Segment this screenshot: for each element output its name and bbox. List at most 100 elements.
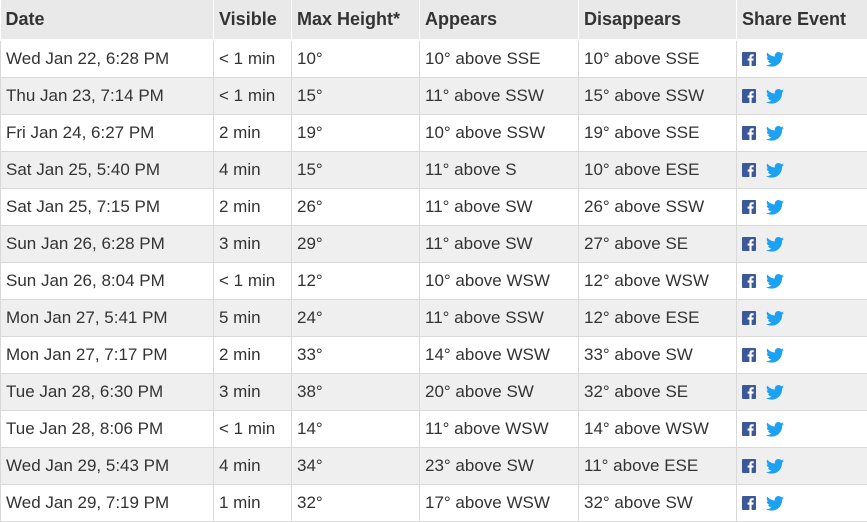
cell-disappears: 11° above ESE: [579, 448, 737, 485]
cell-date: Mon Jan 27, 5:41 PM: [1, 300, 214, 337]
cell-max-height: 15°: [292, 78, 420, 115]
cell-max-height: 15°: [292, 152, 420, 189]
facebook-icon[interactable]: [742, 237, 756, 251]
cell-date: Sat Jan 25, 7:15 PM: [1, 189, 214, 226]
share-icons: [742, 41, 784, 77]
share-icons: [742, 300, 784, 336]
twitter-icon[interactable]: [766, 385, 784, 400]
facebook-icon[interactable]: [742, 422, 756, 436]
cell-max-height: 29°: [292, 226, 420, 263]
header-disappears: Disappears: [579, 0, 737, 40]
cell-disappears: 32° above SE: [579, 374, 737, 411]
facebook-icon[interactable]: [742, 459, 756, 473]
share-icons: [742, 263, 784, 299]
share-icons: [742, 152, 784, 188]
facebook-icon[interactable]: [742, 385, 756, 399]
cell-date: Fri Jan 24, 6:27 PM: [1, 115, 214, 152]
facebook-icon[interactable]: [742, 348, 756, 362]
cell-disappears: 32° above SW: [579, 485, 737, 522]
facebook-icon[interactable]: [742, 163, 756, 177]
cell-share-event: [737, 374, 867, 411]
cell-max-height: 24°: [292, 300, 420, 337]
facebook-icon[interactable]: [742, 274, 756, 288]
facebook-icon[interactable]: [742, 200, 756, 214]
facebook-icon[interactable]: [742, 496, 756, 510]
cell-disappears: 14° above WSW: [579, 411, 737, 448]
share-icons: [742, 374, 784, 410]
twitter-icon[interactable]: [766, 126, 784, 141]
share-icons: [742, 189, 784, 225]
cell-share-event: [737, 189, 867, 226]
cell-visible: < 1 min: [214, 40, 292, 78]
twitter-icon[interactable]: [766, 52, 784, 67]
cell-date: Wed Jan 22, 6:28 PM: [1, 40, 214, 78]
cell-date: Tue Jan 28, 6:30 PM: [1, 374, 214, 411]
cell-share-event: [737, 226, 867, 263]
header-visible: Visible: [214, 0, 292, 40]
cell-appears: 20° above SW: [420, 374, 579, 411]
cell-share-event: [737, 152, 867, 189]
twitter-icon[interactable]: [766, 459, 784, 474]
cell-visible: 4 min: [214, 448, 292, 485]
cell-max-height: 19°: [292, 115, 420, 152]
twitter-icon[interactable]: [766, 311, 784, 326]
cell-share-event: [737, 300, 867, 337]
cell-disappears: 19° above SSE: [579, 115, 737, 152]
cell-disappears: 27° above SE: [579, 226, 737, 263]
facebook-icon[interactable]: [742, 89, 756, 103]
twitter-icon[interactable]: [766, 274, 784, 289]
cell-date: Wed Jan 29, 7:19 PM: [1, 485, 214, 522]
cell-visible: 1 min: [214, 485, 292, 522]
cell-date: Tue Jan 28, 8:06 PM: [1, 411, 214, 448]
share-icons: [742, 78, 784, 114]
share-icons: [742, 226, 784, 262]
cell-date: Mon Jan 27, 7:17 PM: [1, 337, 214, 374]
cell-max-height: 14°: [292, 411, 420, 448]
cell-max-height: 26°: [292, 189, 420, 226]
cell-disappears: 10° above ESE: [579, 152, 737, 189]
cell-max-height: 33°: [292, 337, 420, 374]
twitter-icon[interactable]: [766, 200, 784, 215]
cell-date: Sat Jan 25, 5:40 PM: [1, 152, 214, 189]
cell-appears: 10° above WSW: [420, 263, 579, 300]
cell-date: Sun Jan 26, 6:28 PM: [1, 226, 214, 263]
twitter-icon[interactable]: [766, 422, 784, 437]
cell-visible: 2 min: [214, 115, 292, 152]
twitter-icon[interactable]: [766, 348, 784, 363]
cell-disappears: 10° above SSE: [579, 40, 737, 78]
cell-share-event: [737, 337, 867, 374]
share-icons: [742, 485, 784, 521]
cell-share-event: [737, 448, 867, 485]
cell-appears: 11° above SSW: [420, 78, 579, 115]
cell-share-event: [737, 78, 867, 115]
header-share-event: Share Event: [737, 0, 867, 40]
twitter-icon[interactable]: [766, 89, 784, 104]
header-date: Date: [1, 0, 214, 40]
twitter-icon[interactable]: [766, 163, 784, 178]
cell-appears: 11° above WSW: [420, 411, 579, 448]
cell-visible: 3 min: [214, 374, 292, 411]
facebook-icon[interactable]: [742, 311, 756, 325]
facebook-icon[interactable]: [742, 126, 756, 140]
cell-appears: 17° above WSW: [420, 485, 579, 522]
twitter-icon[interactable]: [766, 496, 784, 511]
facebook-icon[interactable]: [742, 52, 756, 66]
cell-max-height: 38°: [292, 374, 420, 411]
twitter-icon[interactable]: [766, 237, 784, 252]
cell-visible: 5 min: [214, 300, 292, 337]
cell-appears: 11° above SSW: [420, 300, 579, 337]
cell-appears: 11° above SW: [420, 189, 579, 226]
cell-max-height: 10°: [292, 40, 420, 78]
cell-appears: 11° above S: [420, 152, 579, 189]
